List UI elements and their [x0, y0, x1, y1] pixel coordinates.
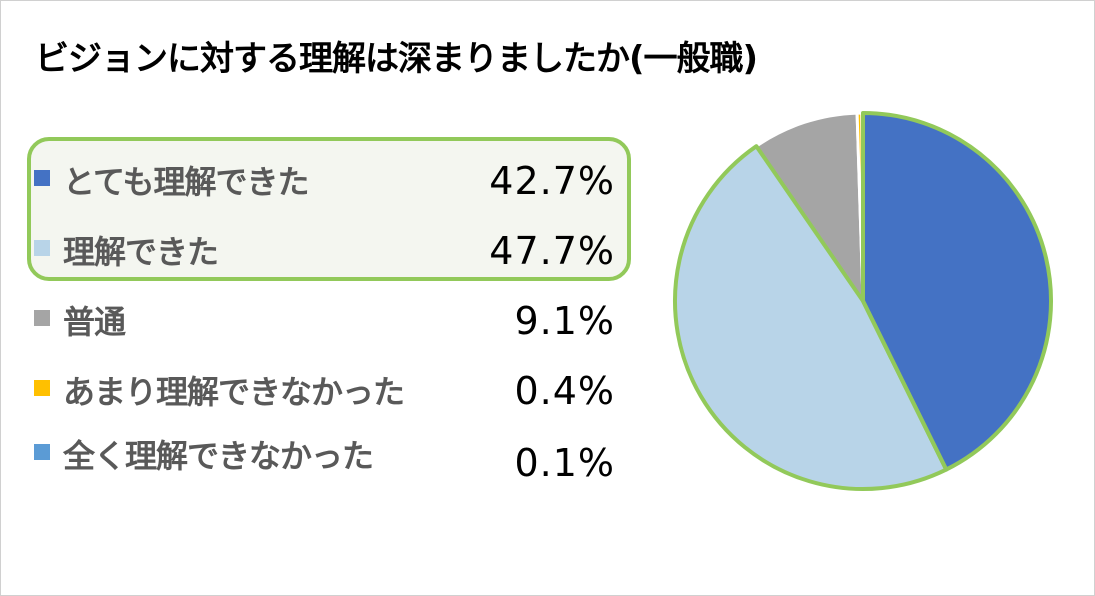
legend-swatch — [34, 170, 50, 186]
legend-label: 普通 — [63, 303, 126, 341]
legend-swatch — [34, 444, 50, 460]
chart-title: ビジョンに対する理解は深まりましたか(一般職) — [35, 39, 758, 79]
legend-swatch — [34, 240, 50, 256]
legend-label: 全く理解できなかった — [63, 437, 374, 475]
legend-item-very-understood: とても理解できた 42.7% — [1, 147, 661, 203]
legend-highlight-box — [27, 137, 631, 281]
legend-swatch — [34, 380, 50, 396]
legend-item-understood: 理解できた 47.7% — [1, 217, 661, 273]
pie-slice-neutral — [754, 111, 865, 303]
legend-label: あまり理解できなかった — [63, 373, 405, 411]
data-label: 0.1% — [514, 441, 615, 485]
pie-slice-highlight-outline — [861, 111, 1053, 472]
legend-item-not-well-understood: あまり理解できなかった 0.4% — [1, 357, 661, 413]
data-label: 42.7% — [489, 159, 615, 203]
data-label: 0.4% — [514, 369, 615, 413]
legend-item-neutral: 普通 9.1% — [1, 287, 661, 343]
pie-slice-highlight-outline — [673, 144, 949, 491]
legend-item-not-understood-at-all: 全く理解できなかった 0.1% — [1, 421, 661, 485]
legend-swatch — [34, 310, 50, 326]
data-label: 47.7% — [489, 229, 615, 273]
data-label: 9.1% — [514, 299, 615, 343]
legend-label: 理解できた — [63, 233, 219, 271]
legend-label: とても理解できた — [63, 163, 309, 201]
